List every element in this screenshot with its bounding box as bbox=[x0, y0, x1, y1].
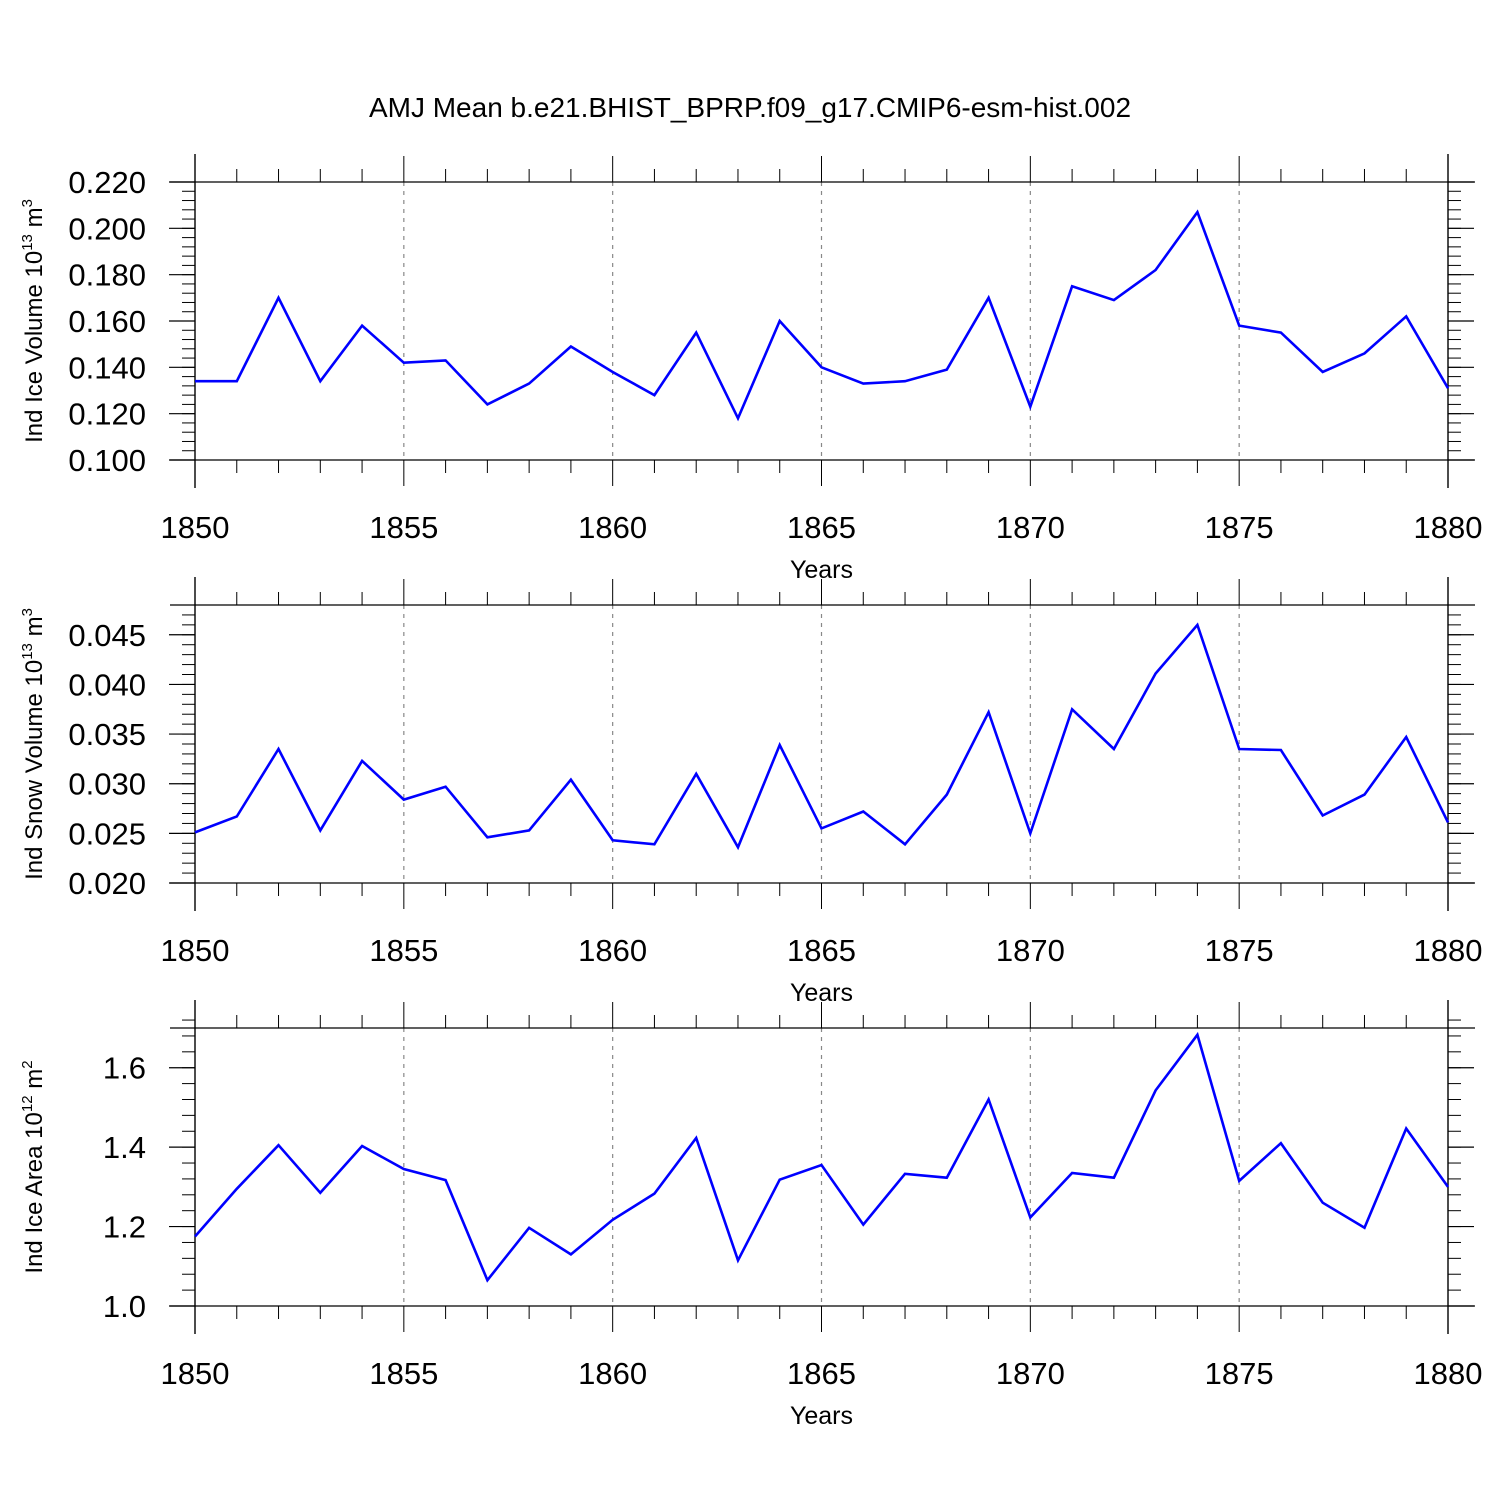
y-tick-label: 0.040 bbox=[68, 667, 146, 702]
y-tick-label: 0.100 bbox=[68, 443, 146, 478]
series-line bbox=[194, 622, 1450, 851]
x-tick-label: 1865 bbox=[787, 933, 856, 968]
y-tick-label: 0.140 bbox=[68, 350, 146, 385]
x-tick-label: 1860 bbox=[578, 933, 647, 968]
x-tick-label: 1865 bbox=[787, 510, 856, 545]
y-axis-label-unit: m bbox=[21, 207, 48, 234]
x-tick-label: 1855 bbox=[369, 510, 438, 545]
y-axis-label-exponent: 12 bbox=[19, 1095, 36, 1112]
y-tick-label: 0.030 bbox=[68, 767, 146, 802]
x-tick-label: 1850 bbox=[161, 510, 230, 545]
y-tick-label: 0.025 bbox=[68, 816, 146, 851]
series-line bbox=[194, 1031, 1450, 1283]
x-tick-label: 1875 bbox=[1205, 1356, 1274, 1391]
y-axis-label-exponent: 13 bbox=[19, 234, 36, 251]
x-tick-label: 1850 bbox=[161, 1356, 230, 1391]
y-axis-label: Ind Snow Volume 1013 m3 bbox=[19, 608, 48, 880]
series-line bbox=[195, 209, 1450, 422]
y-axis-label-exponent: 13 bbox=[19, 643, 36, 660]
x-tick-label: 1870 bbox=[996, 933, 1065, 968]
x-tick-label: 1870 bbox=[996, 510, 1065, 545]
y-axis-label-text: Ind Snow Volume 10 bbox=[21, 660, 48, 880]
y-axis-label-unit: m bbox=[21, 1069, 48, 1096]
x-tick-label: 1860 bbox=[578, 1356, 647, 1391]
chart-panel-3: 1850 1855 1860 1865 1870 1875 1880 Years 1.0 1.2 1… bbox=[19, 1000, 1482, 1430]
y-tick-label: 0.120 bbox=[68, 397, 146, 432]
x-axis-label: Years bbox=[790, 1402, 853, 1430]
y-tick-label: 1.0 bbox=[103, 1289, 146, 1324]
x-tick-label: 1870 bbox=[996, 1356, 1065, 1391]
y-tick-label: 0.180 bbox=[68, 258, 146, 293]
y-axis-label: Ind Ice Volume 1013 m3 bbox=[19, 199, 48, 443]
y-tick-label: 0.160 bbox=[68, 304, 146, 339]
x-tick-label: 1860 bbox=[578, 510, 647, 545]
y-axis-label-unit: m bbox=[21, 616, 48, 643]
y-axis-label-unit-exponent: 3 bbox=[19, 199, 36, 207]
y-tick-label: 0.035 bbox=[68, 717, 146, 752]
x-tick-label: 1880 bbox=[1414, 1356, 1483, 1391]
x-tick-label: 1875 bbox=[1205, 933, 1274, 968]
y-axis-label-unit-exponent: 2 bbox=[19, 1060, 36, 1068]
x-tick-label: 1850 bbox=[161, 933, 230, 968]
x-tick-label: 1880 bbox=[1414, 510, 1483, 545]
y-tick-label: 0.020 bbox=[68, 866, 146, 901]
y-tick-label: 1.2 bbox=[103, 1210, 146, 1245]
y-tick-label: 1.4 bbox=[103, 1130, 146, 1165]
chart-panel-1: 1850 1855 1860 1865 1870 1875 1880Years0.1000.… bbox=[19, 154, 1482, 584]
y-tick-label: 0.200 bbox=[68, 211, 146, 246]
x-tick-label: 1880 bbox=[1414, 933, 1483, 968]
chart-panel-2: 1850 1855 1860 1865 1870 1875 1880Years0.0200.… bbox=[19, 577, 1482, 1007]
y-tick-label: 0.220 bbox=[68, 165, 146, 200]
x-tick-label: 1865 bbox=[787, 1356, 856, 1391]
y-tick-label: 1.6 bbox=[103, 1051, 146, 1086]
x-tick-label: 1855 bbox=[369, 933, 438, 968]
y-axis-label-text: Ind Ice Area 10 bbox=[21, 1112, 48, 1273]
figure-title: AMJ Mean b.e21.BHIST_BPRP.f09_g17.CMIP6-… bbox=[368, 92, 1132, 123]
y-axis-label-text: Ind Ice Volume 10 bbox=[21, 251, 48, 443]
x-tick-label: 1855 bbox=[369, 1356, 438, 1391]
y-axis-label: Ind Ice Area 1012 m2 bbox=[19, 1060, 48, 1273]
y-tick-label: 0.045 bbox=[68, 618, 146, 653]
x-tick-label: 1875 bbox=[1205, 510, 1274, 545]
y-axis-label-unit-exponent: 3 bbox=[19, 608, 36, 616]
